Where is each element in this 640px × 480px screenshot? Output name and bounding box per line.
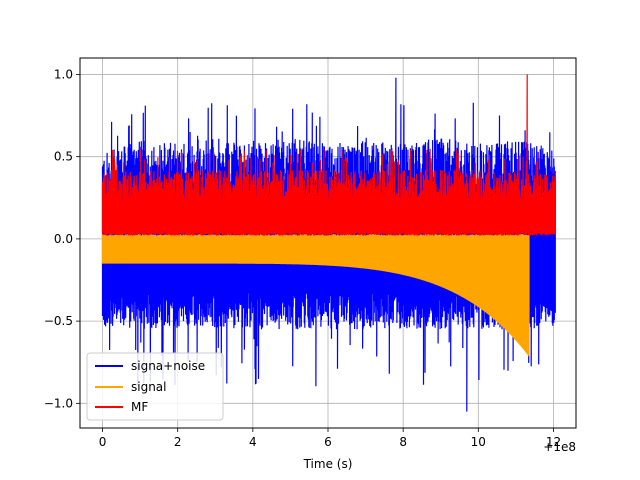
legend-label-mf: MF: [131, 400, 148, 414]
series-line-mf: [101, 74, 556, 236]
legend: signa+noise signal MF: [86, 352, 224, 421]
x-tick-label: 0: [99, 435, 107, 449]
y-tick-label: 1.0: [54, 67, 73, 81]
x-axis-label: Time (s): [303, 457, 353, 471]
x-tick-label: 12: [546, 435, 561, 449]
x-tick-label: 2: [174, 435, 182, 449]
y-tick-label: −1.0: [44, 396, 73, 410]
y-tick-label: 0.5: [54, 150, 73, 164]
y-tick-label: −0.5: [44, 314, 73, 328]
legend-label-signal-noise: signa+noise: [131, 359, 205, 373]
x-tick-label: 8: [399, 435, 407, 449]
series-line-signal: [101, 233, 530, 357]
x-tick-label: 10: [471, 435, 486, 449]
axis-ticks: 0 2 4 6 8 10 12 −1.0 −0.5 0.0 0.5 1.0: [44, 67, 561, 449]
x-tick-label: 6: [324, 435, 332, 449]
x-axis-offset-label: +1e8: [543, 440, 576, 454]
legend-label-signal: signal: [131, 380, 167, 394]
x-tick-label: 4: [249, 435, 257, 449]
y-tick-label: 0.0: [54, 232, 73, 246]
plot-series: [101, 74, 556, 412]
legend-box: [86, 352, 224, 421]
